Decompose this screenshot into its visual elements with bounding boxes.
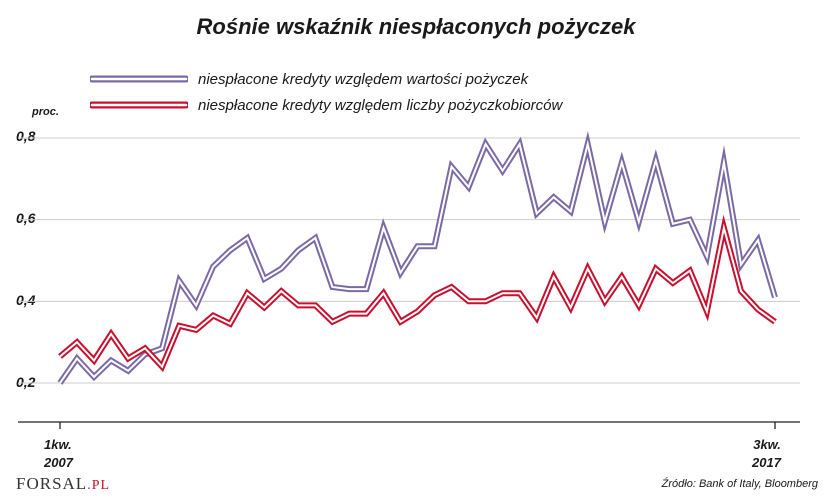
- series-2-line-inner: [59, 223, 776, 369]
- legend-swatch-series-2: [90, 101, 188, 109]
- y-axis-unit-label: proc.: [32, 106, 59, 118]
- series-1-line-inner: [59, 139, 776, 384]
- x-tick-label-end: 3kw. 2017: [752, 436, 781, 472]
- legend-swatch-series-1: [90, 75, 188, 83]
- legend-item-series-2: niespłacone kredyty względem liczby poży…: [90, 92, 562, 118]
- x-tick-label-start: 1kw. 2007: [44, 436, 73, 472]
- logo: FORSAL.PL: [16, 474, 110, 494]
- x-tick-start-quarter: 1kw.: [44, 437, 72, 452]
- y-tick-label-0.4: 0,4: [16, 292, 36, 308]
- x-tick-end-quarter: 3kw.: [753, 437, 781, 452]
- y-tick-label-0.8: 0,8: [16, 128, 36, 144]
- x-tick-end-year: 2017: [752, 455, 781, 470]
- legend: niespłacone kredyty względem wartości po…: [90, 66, 562, 118]
- logo-suffix-text: .PL: [87, 478, 111, 493]
- y-tick-label-0.6: 0,6: [16, 210, 36, 226]
- legend-label-series-2: niespłacone kredyty względem liczby poży…: [198, 96, 563, 114]
- legend-label-series-1: niespłacone kredyty względem wartości po…: [198, 70, 529, 88]
- legend-item-series-1: niespłacone kredyty względem wartości po…: [90, 66, 562, 92]
- chart-title: Rośnie wskaźnik niespłaconych pożyczek: [196, 14, 636, 39]
- y-tick-label-0.2: 0,2: [16, 374, 36, 390]
- source-note: Źródło: Bank of Italy, Bloomberg: [661, 478, 818, 490]
- logo-main-text: FORSAL: [16, 474, 88, 493]
- x-tick-start-year: 2007: [44, 455, 73, 470]
